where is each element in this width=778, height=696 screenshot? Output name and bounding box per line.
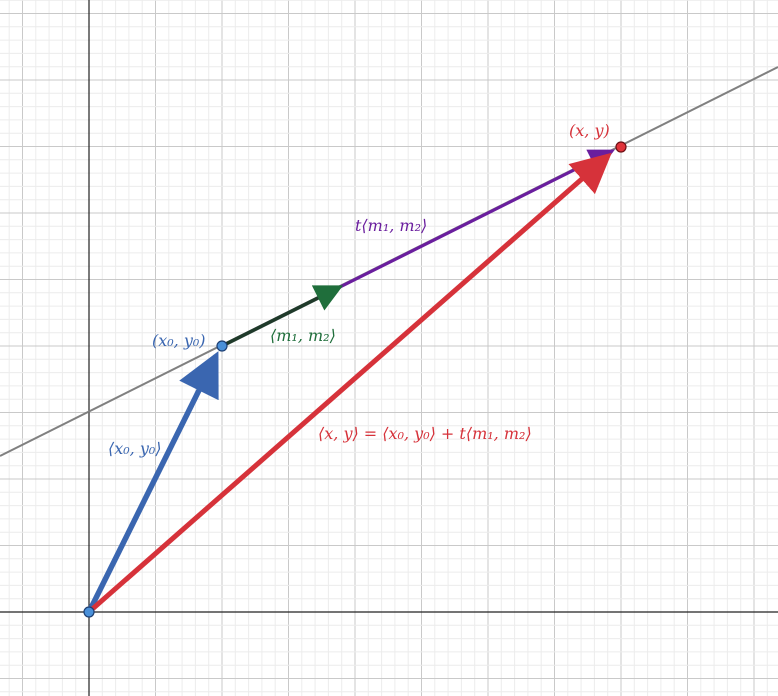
point-xy xyxy=(615,141,627,153)
vector-x0y0 xyxy=(86,351,219,614)
point-x0y0 xyxy=(216,340,228,352)
point-origin xyxy=(83,606,95,618)
vector-xy xyxy=(87,152,612,614)
label-equation: ⟨x, y⟩ = ⟨x₀, y₀⟩ + t⟨m₁, m₂⟩ xyxy=(318,424,532,443)
label-vector-x0y0: ⟨x₀, y₀⟩ xyxy=(108,439,162,458)
vector-m xyxy=(221,285,344,348)
label-vector-m: ⟨m₁, m₂⟩ xyxy=(270,326,336,345)
label-point-x0y0: (x₀, y₀) xyxy=(152,331,206,350)
label-vector-t-m: t⟨m₁, m₂⟩ xyxy=(355,216,427,235)
label-point-xy: (x, y) xyxy=(569,121,610,140)
